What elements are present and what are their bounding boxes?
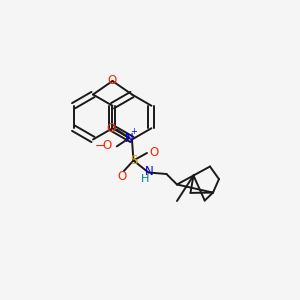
Text: S: S <box>130 154 137 167</box>
Text: O: O <box>103 139 112 152</box>
Text: O: O <box>149 146 158 159</box>
Text: O: O <box>108 74 117 87</box>
Text: O: O <box>107 122 116 135</box>
Text: −: − <box>95 140 106 153</box>
Text: O: O <box>118 170 127 183</box>
Text: +: + <box>130 128 137 136</box>
Text: N: N <box>145 164 153 178</box>
Text: H: H <box>141 174 149 184</box>
Text: N: N <box>125 131 134 145</box>
